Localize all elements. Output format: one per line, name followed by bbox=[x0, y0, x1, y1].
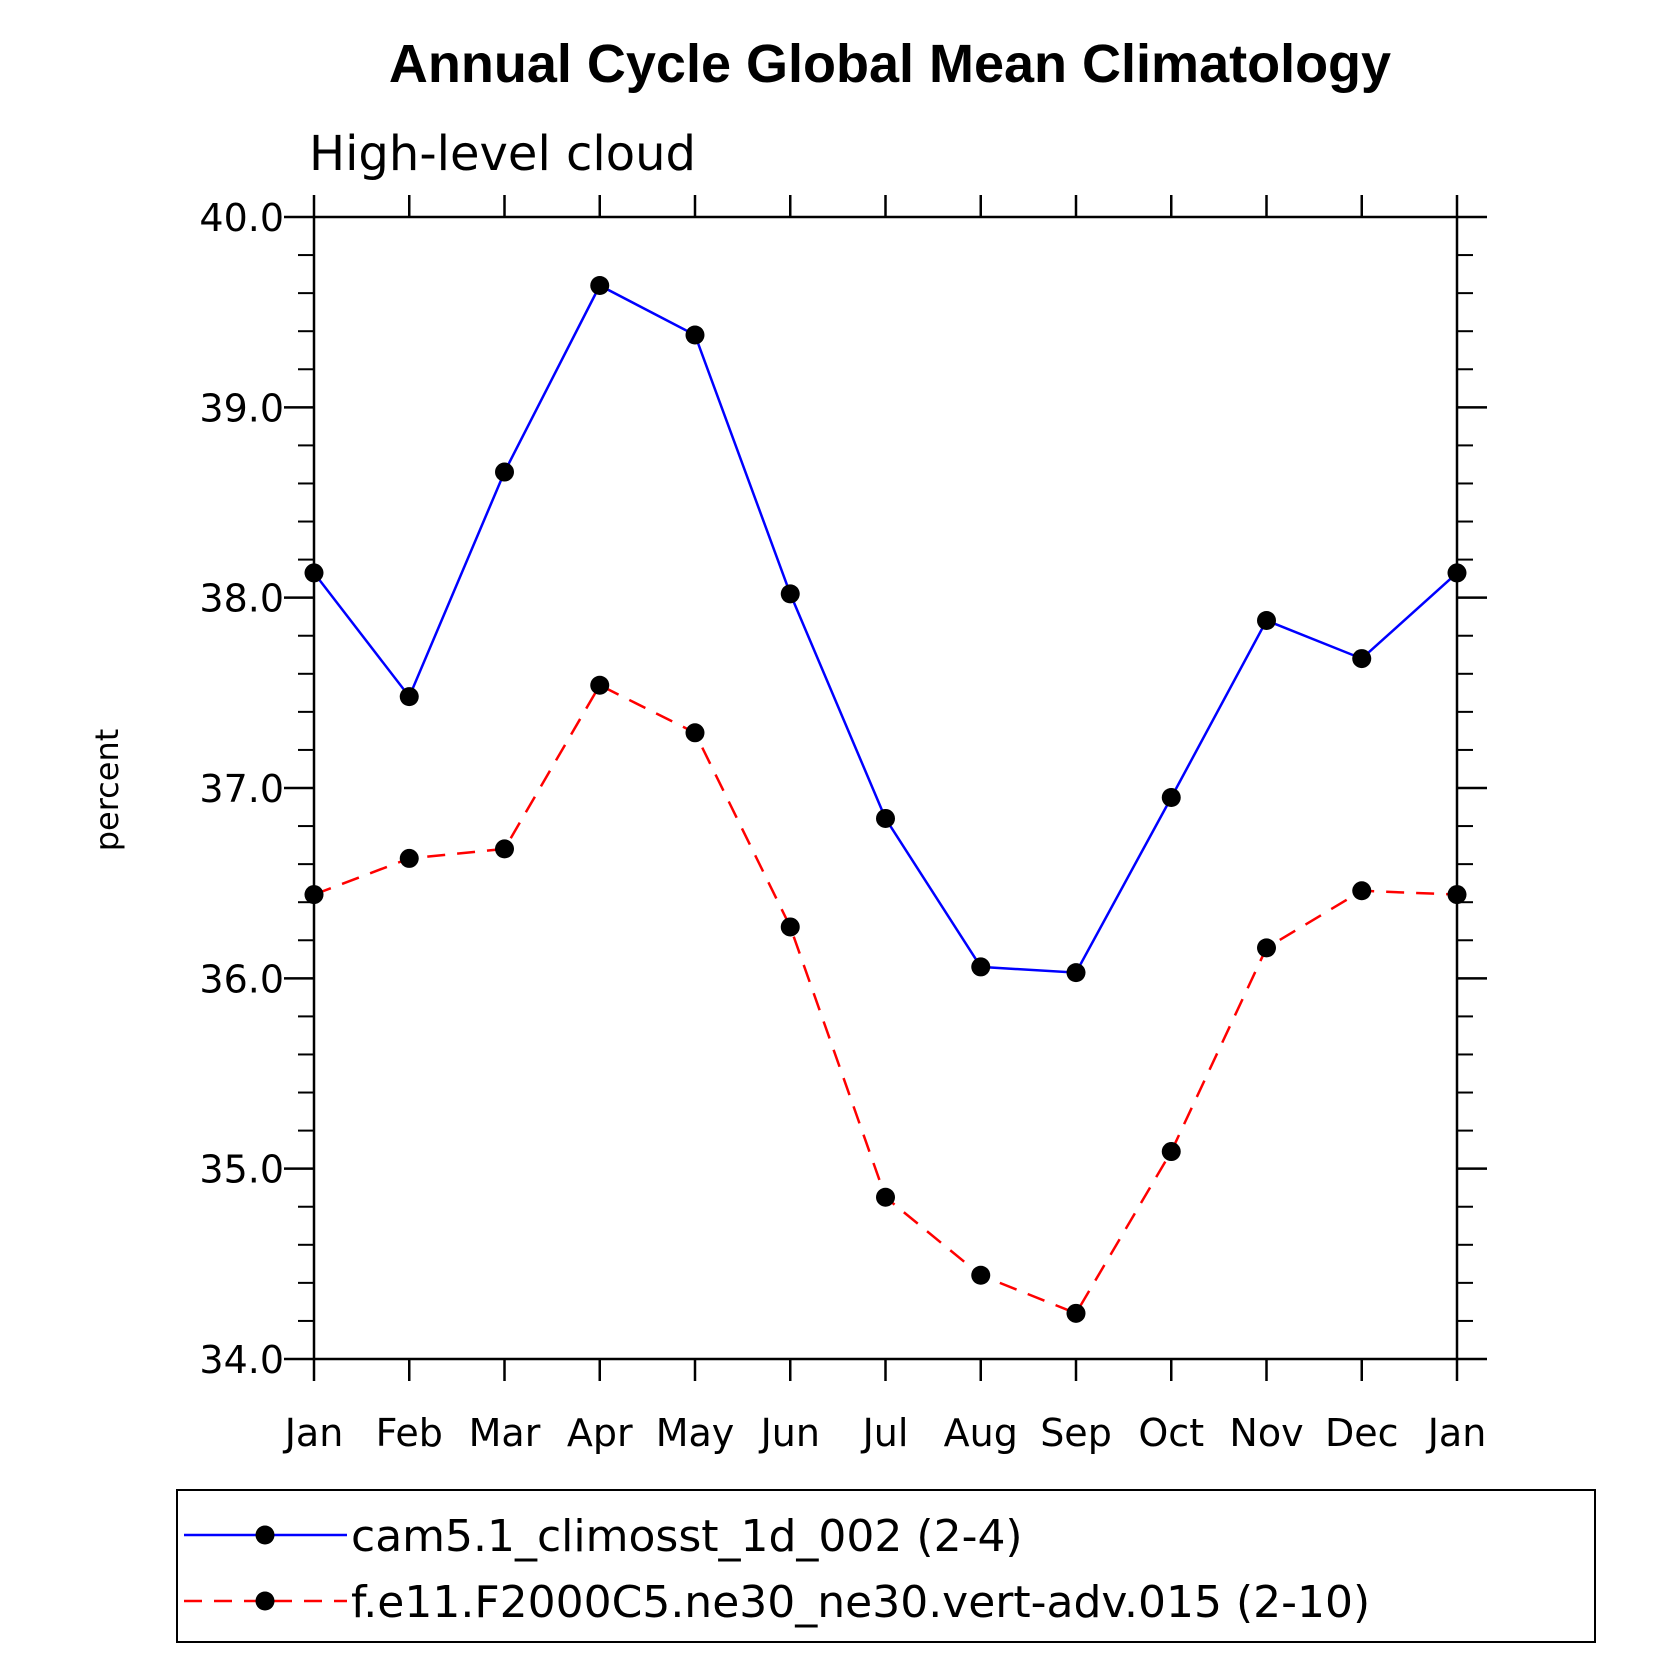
y-tick-label: 40.0 bbox=[199, 196, 284, 240]
chart-title: Annual Cycle Global Mean Climatology bbox=[389, 34, 1391, 94]
legend-marker-2 bbox=[255, 1591, 275, 1611]
data-point bbox=[495, 462, 514, 482]
y-tick-label: 35.0 bbox=[199, 1148, 284, 1192]
data-point bbox=[1257, 611, 1276, 631]
x-tick-label: Oct bbox=[1138, 1411, 1204, 1455]
x-tick-label: Jan bbox=[283, 1411, 344, 1455]
series-layer bbox=[304, 276, 1467, 1323]
x-tick-label: Dec bbox=[1325, 1411, 1399, 1455]
data-point bbox=[971, 957, 991, 977]
data-point bbox=[1352, 881, 1372, 901]
y-axis-label: percent bbox=[88, 729, 126, 852]
x-tick-label: Aug bbox=[944, 1411, 1018, 1455]
y-tick-label: 38.0 bbox=[199, 577, 284, 621]
data-point bbox=[399, 848, 419, 868]
x-tick-label: Jul bbox=[861, 1411, 909, 1455]
y-tick-labels: 34.0 35.0 36.0 37.0 38.0 39.0 40.0 bbox=[199, 196, 284, 1382]
x-tick-label: Feb bbox=[376, 1411, 443, 1455]
x-tick-label: May bbox=[656, 1411, 735, 1455]
x-tick-label: Jun bbox=[759, 1411, 820, 1455]
data-point bbox=[495, 839, 514, 859]
x-tick-label: Nov bbox=[1229, 1411, 1303, 1455]
x-tick-labels: Jan Feb Mar Apr May Jun Jul Aug Sep Oct Nov Dec Jan bbox=[283, 1411, 1487, 1455]
series-line-2 bbox=[313, 683, 1458, 1315]
data-point bbox=[1066, 1303, 1086, 1323]
data-point bbox=[685, 723, 705, 743]
data-point bbox=[1352, 649, 1372, 669]
x-tick-label: Mar bbox=[469, 1411, 541, 1455]
data-point bbox=[1257, 938, 1276, 958]
data-point bbox=[1161, 1142, 1181, 1162]
data-point bbox=[1066, 963, 1086, 983]
legend-marker-1 bbox=[255, 1525, 275, 1545]
plot-frame bbox=[312, 215, 1459, 1361]
data-point bbox=[780, 584, 800, 604]
x-tick-label: Jan bbox=[1426, 1411, 1487, 1455]
axis-ticks bbox=[284, 195, 1487, 1381]
data-point bbox=[1447, 563, 1467, 583]
data-point bbox=[304, 563, 324, 583]
legend: cam5.1_climosst_1d_002 (2-4) f.e11.F2000C… bbox=[184, 1511, 1370, 1628]
data-point bbox=[304, 885, 324, 905]
y-tick-label: 39.0 bbox=[199, 386, 284, 430]
y-tick-label: 36.0 bbox=[199, 957, 284, 1001]
data-point bbox=[685, 325, 705, 345]
data-point bbox=[876, 1187, 895, 1207]
series-line-1 bbox=[313, 283, 1458, 974]
y-tick-label: 34.0 bbox=[199, 1338, 284, 1382]
legend-label-1: cam5.1_climosst_1d_002 (2-4) bbox=[351, 1511, 1023, 1562]
data-point bbox=[876, 808, 895, 828]
data-point bbox=[1161, 788, 1181, 808]
x-tick-label: Sep bbox=[1040, 1411, 1112, 1455]
x-tick-label: Apr bbox=[567, 1411, 633, 1455]
y-tick-label: 37.0 bbox=[199, 767, 284, 811]
data-point bbox=[971, 1265, 991, 1285]
legend-label-2: f.e11.F2000C5.ne30_ne30.vert-adv.015 (2-… bbox=[351, 1577, 1370, 1628]
data-point bbox=[590, 675, 610, 695]
legend-box bbox=[176, 1489, 1596, 1643]
data-point bbox=[399, 687, 419, 707]
data-point bbox=[780, 917, 800, 937]
data-point bbox=[590, 276, 610, 296]
chart-subtitle: High-level cloud bbox=[309, 126, 696, 182]
data-point bbox=[1447, 885, 1467, 905]
